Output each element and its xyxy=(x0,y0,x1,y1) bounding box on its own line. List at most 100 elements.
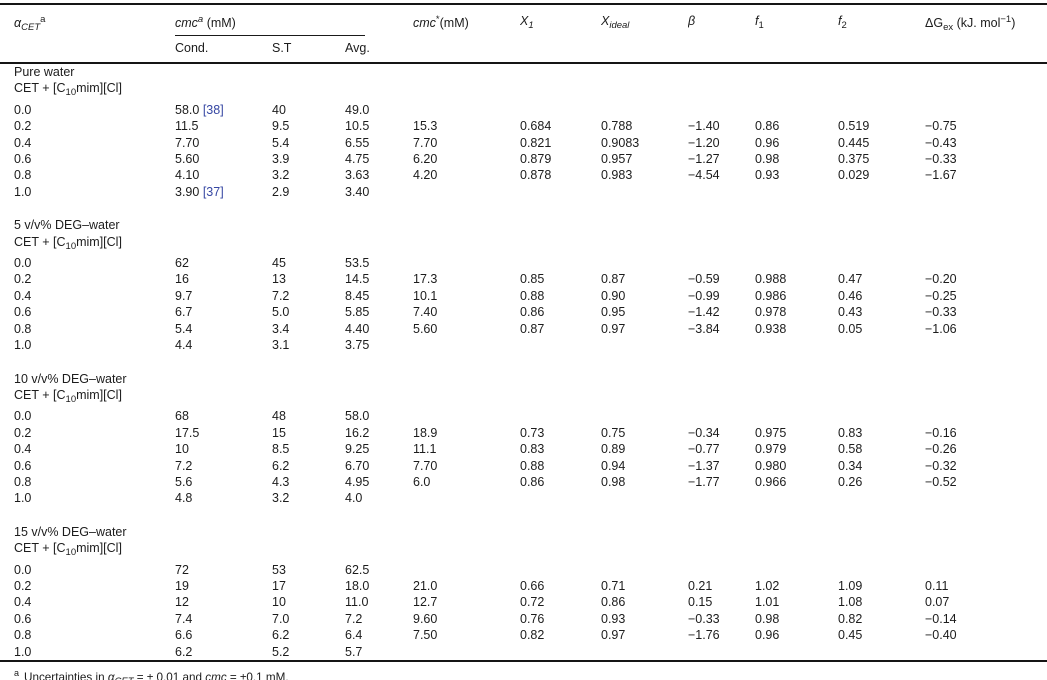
cell-f1 xyxy=(755,184,838,200)
table-row: 0.6 7.2 6.2 6.70 7.70 0.88 0.94 −1.37 0.980 0.34 −… xyxy=(0,458,1047,474)
cell-cmc-star xyxy=(413,184,520,200)
cell-x-ideal: 0.98 xyxy=(601,474,626,489)
cell-cond: 7.4 xyxy=(175,611,193,626)
cell-x1 xyxy=(520,102,601,118)
cell-f1: 1.02 xyxy=(755,578,780,593)
cell-cond: 5.60 xyxy=(175,152,200,167)
cell-f1: 0.96 xyxy=(755,628,780,643)
table-row: 0.4 12 10 11.0 12.7 0.72 0.86 0.15 1.01 1.08 0.07 xyxy=(0,594,1047,610)
cell-x-ideal: 0.93 xyxy=(601,611,626,626)
section-title: Pure water xyxy=(14,65,75,79)
cell-f1: 0.988 xyxy=(755,272,787,287)
table-row: 0.8 5.6 4.3 4.95 6.0 0.86 0.98 −1.77 0.966 0.26 −0… xyxy=(0,474,1047,490)
cell-f1 xyxy=(755,490,838,506)
cell-beta: −1.20 xyxy=(688,135,720,150)
cell-avg: 4.75 xyxy=(345,152,370,167)
cell-x-ideal xyxy=(601,408,688,424)
cell-cmc-star xyxy=(413,490,520,506)
cell-f2: 0.519 xyxy=(838,119,870,134)
cell-beta: −3.84 xyxy=(688,321,720,336)
cell-cond: 16 xyxy=(175,272,189,287)
cell-cond: 62 xyxy=(175,256,189,271)
cell-x1: 0.88 xyxy=(520,458,545,473)
cell-dg-ex: −1.06 xyxy=(925,321,957,336)
col-header-st: S.T xyxy=(272,36,345,64)
cell-x-ideal: 0.983 xyxy=(601,168,633,183)
cell-cond: 5.4 xyxy=(175,321,193,336)
cell-st: 48 xyxy=(272,409,286,424)
table-body: Pure water CET + [C10mim][Cl] 0.0 58.0 [38]… xyxy=(0,63,1047,661)
citation-ref[interactable]: [37] xyxy=(202,184,224,199)
cell-st: 40 xyxy=(272,102,286,117)
cell-alpha: 0.8 xyxy=(14,628,32,643)
citation-ref[interactable]: [38] xyxy=(202,102,224,117)
cell-f2: 0.45 xyxy=(838,628,863,643)
cell-cond: 6.6 xyxy=(175,628,193,643)
cell-alpha: 0.2 xyxy=(14,578,32,593)
cell-cmc-star: 4.20 xyxy=(413,168,438,183)
cell-x-ideal xyxy=(601,255,688,271)
cell-f2: 0.26 xyxy=(838,474,863,489)
cell-x-ideal xyxy=(601,337,688,353)
table-row: 0.0 62 45 53.5 xyxy=(0,255,1047,271)
cell-x-ideal xyxy=(601,490,688,506)
cell-beta xyxy=(688,184,755,200)
cell-f2: 0.83 xyxy=(838,425,863,440)
table-row: 0.2 17.5 15 16.2 18.9 0.73 0.75 −0.34 0.975 0.83 −… xyxy=(0,425,1047,441)
cell-cmc-star: 17.3 xyxy=(413,272,438,287)
cell-cmc-star: 9.60 xyxy=(413,611,438,626)
cell-x1: 0.88 xyxy=(520,288,545,303)
cell-avg: 18.0 xyxy=(345,578,370,593)
cell-cmc-star xyxy=(413,337,520,353)
cell-st: 5.4 xyxy=(272,135,290,150)
cell-cmc-star: 5.60 xyxy=(413,321,438,336)
cell-dg-ex: −0.40 xyxy=(925,628,957,643)
cell-x1: 0.684 xyxy=(520,119,552,134)
table-row: 0.8 5.4 3.4 4.40 5.60 0.87 0.97 −3.84 0.938 0.05 −… xyxy=(0,321,1047,337)
cell-avg: 5.7 xyxy=(345,644,363,659)
cell-avg: 62.5 xyxy=(345,562,370,577)
cell-alpha: 0.4 xyxy=(14,135,32,150)
cell-x-ideal: 0.788 xyxy=(601,119,633,134)
cell-cond: 68 xyxy=(175,409,189,424)
cell-alpha: 0.6 xyxy=(14,152,32,167)
cell-f2: 0.445 xyxy=(838,135,870,150)
cell-alpha: 0.0 xyxy=(14,256,32,271)
cell-dg-ex: −0.75 xyxy=(925,119,957,134)
cell-st: 2.9 xyxy=(272,184,290,199)
table-row: 0.0 72 53 62.5 xyxy=(0,562,1047,578)
cell-cond: 17.5 xyxy=(175,425,200,440)
table-row: 0.8 6.6 6.2 6.4 7.50 0.82 0.97 −1.76 0.96 0.45 −0.… xyxy=(0,627,1047,643)
cell-cmc-star: 18.9 xyxy=(413,425,438,440)
cell-x1: 0.76 xyxy=(520,611,545,626)
cell-cond: 19 xyxy=(175,578,189,593)
table-row: 0.4 10 8.5 9.25 11.1 0.83 0.89 −0.77 0.979 0.58 −0… xyxy=(0,441,1047,457)
table-footnote: a Uncertainties in αCET = ± 0.01 and cmc … xyxy=(0,668,1047,680)
cell-beta: −1.37 xyxy=(688,458,720,473)
cell-alpha: 1.0 xyxy=(14,644,32,659)
cell-x-ideal: 0.97 xyxy=(601,321,626,336)
cell-x-ideal: 0.95 xyxy=(601,305,626,320)
cell-cmc-star: 6.20 xyxy=(413,152,438,167)
table-row: 0.2 19 17 18.0 21.0 0.66 0.71 0.21 1.02 1.09 0.11 xyxy=(0,578,1047,594)
table-row: 1.0 4.4 3.1 3.75 xyxy=(0,337,1047,353)
cell-x1: 0.73 xyxy=(520,425,545,440)
cell-beta: −1.40 xyxy=(688,119,720,134)
cell-x1: 0.878 xyxy=(520,168,552,183)
cell-f1 xyxy=(755,255,838,271)
cell-f1: 0.978 xyxy=(755,305,787,320)
cell-st: 7.2 xyxy=(272,288,290,303)
cell-f1: 0.966 xyxy=(755,474,787,489)
cell-f2: 0.43 xyxy=(838,305,863,320)
cell-beta: 0.21 xyxy=(688,578,713,593)
cell-x-ideal: 0.90 xyxy=(601,288,626,303)
cell-f2: 0.82 xyxy=(838,611,863,626)
table-row: 0.0 68 48 58.0 xyxy=(0,408,1047,424)
cell-st: 45 xyxy=(272,256,286,271)
cell-dg-ex: −0.33 xyxy=(925,152,957,167)
col-header-alpha-cet: αCETa xyxy=(0,4,175,64)
cell-st: 17 xyxy=(272,578,286,593)
cell-beta: −1.42 xyxy=(688,305,720,320)
cell-x1: 0.83 xyxy=(520,442,545,457)
cell-cmc-star: 6.0 xyxy=(413,474,431,489)
